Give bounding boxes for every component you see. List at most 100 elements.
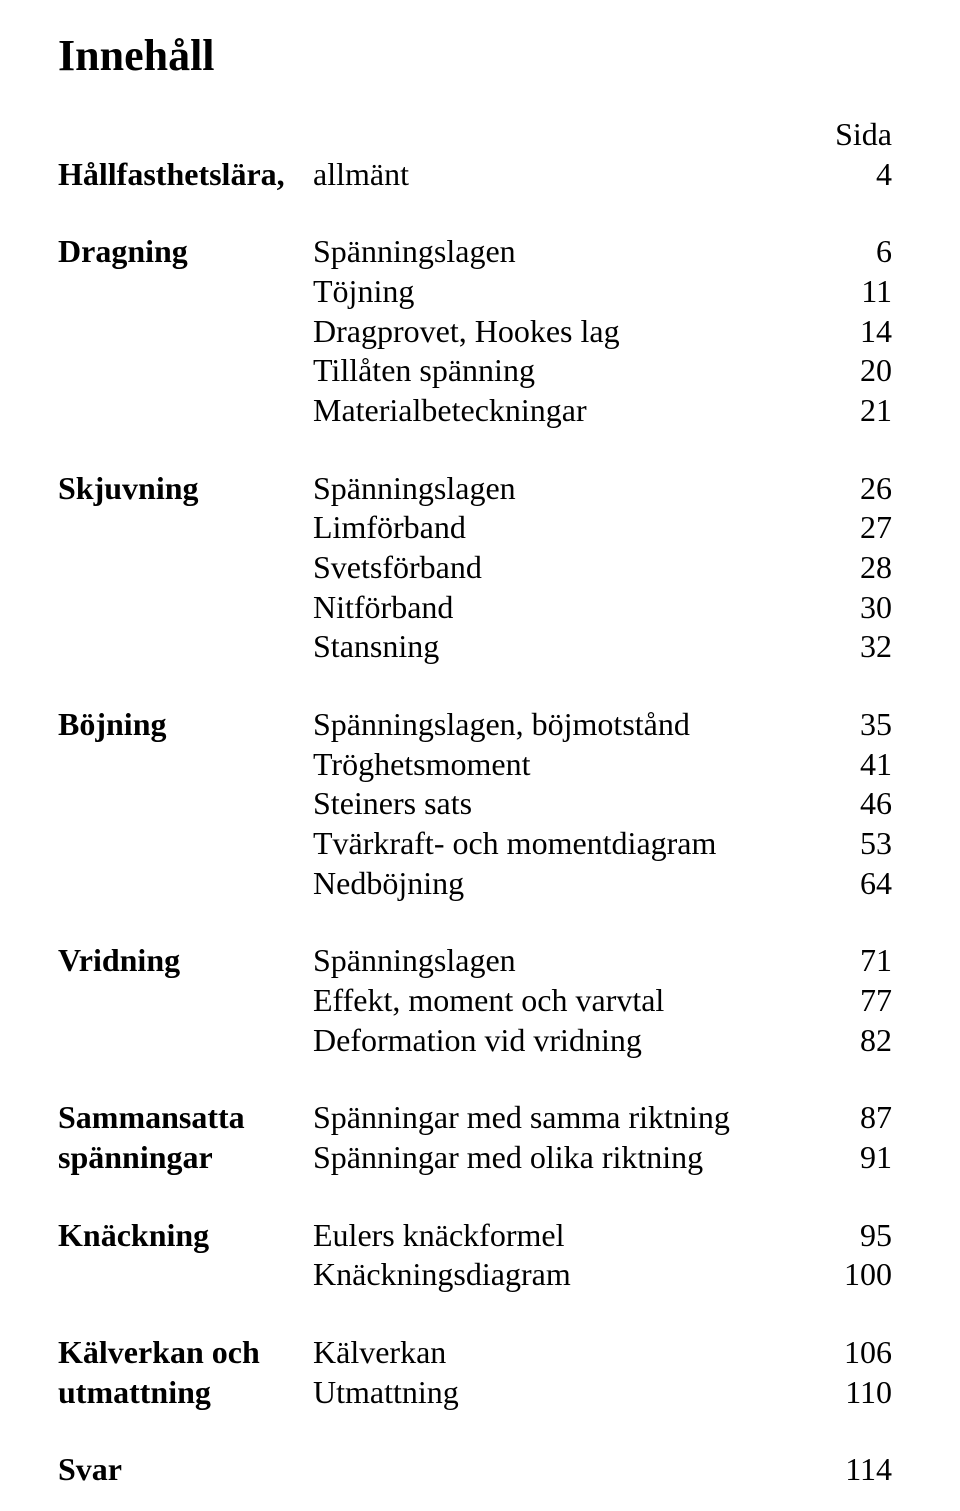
- toc-row: Tvärkraft- och momentdiagram 53: [58, 824, 892, 864]
- toc-row: Kälverkan och Kälverkan 106: [58, 1333, 892, 1373]
- toc-row: Töjning 11: [58, 272, 892, 312]
- topic-label: Spänningslagen: [313, 232, 802, 272]
- page-number: 14: [802, 312, 892, 352]
- page-title: Innehåll: [58, 30, 892, 81]
- spacer: [58, 194, 892, 232]
- toc-row: Effekt, moment och varvtal 77: [58, 981, 892, 1021]
- page-number: 20: [802, 351, 892, 391]
- topic-label: Tröghetsmoment: [313, 745, 802, 785]
- section-suffix: allmänt: [313, 155, 802, 195]
- toc-row: Tröghetsmoment 41: [58, 745, 892, 785]
- section-label: Hållfasthetslära,: [58, 155, 313, 195]
- page-number: 106: [802, 1333, 892, 1373]
- page-number: 28: [802, 548, 892, 588]
- page-number: 6: [802, 232, 892, 272]
- spacer: [58, 1178, 892, 1216]
- topic-label: Svetsförband: [313, 548, 802, 588]
- topic-label: Spänningslagen: [313, 941, 802, 981]
- topic-label: Stansning: [313, 627, 802, 667]
- page-number: 87: [802, 1098, 892, 1138]
- page: Innehåll Sida Hållfasthetslära, allmänt …: [0, 0, 960, 1511]
- toc-row: Knäckning Eulers knäckformel 95: [58, 1216, 892, 1256]
- toc-row: Nitförband 30: [58, 588, 892, 628]
- topic-label: Deformation vid vridning: [313, 1021, 802, 1061]
- topic-label: Limförband: [313, 508, 802, 548]
- section-label: spänningar: [58, 1138, 313, 1178]
- toc-row: Stansning 32: [58, 627, 892, 667]
- page-number: 32: [802, 627, 892, 667]
- topic-label: Spänningslagen, böjmotstånd: [313, 705, 802, 745]
- spacer: [58, 1412, 892, 1450]
- page-number: 46: [802, 784, 892, 824]
- page-number: 11: [802, 272, 892, 312]
- page-number: 53: [802, 824, 892, 864]
- toc-row: Svetsförband 28: [58, 548, 892, 588]
- section-label: Knäckning: [58, 1216, 313, 1256]
- toc-row: Limförband 27: [58, 508, 892, 548]
- page-number: 82: [802, 1021, 892, 1061]
- toc-row: Materialbeteckningar 21: [58, 391, 892, 431]
- page-number: 114: [802, 1450, 892, 1490]
- page-number: 21: [802, 391, 892, 431]
- topic-label: Knäckningsdiagram: [313, 1255, 802, 1295]
- toc-row: Dragning Spänningslagen 6: [58, 232, 892, 272]
- page-number: 64: [802, 864, 892, 904]
- section-label: Dragning: [58, 232, 313, 272]
- topic-label: Tvärkraft- och momentdiagram: [313, 824, 802, 864]
- toc-row: Knäckningsdiagram 100: [58, 1255, 892, 1295]
- section-label: utmattning: [58, 1373, 313, 1413]
- spacer: [58, 1060, 892, 1098]
- page-number: 110: [802, 1373, 892, 1413]
- toc-row: Deformation vid vridning 82: [58, 1021, 892, 1061]
- toc-header-row: Sida: [58, 115, 892, 155]
- spacer: [58, 903, 892, 941]
- section-label: Kälverkan och: [58, 1333, 313, 1373]
- page-number: 71: [802, 941, 892, 981]
- topic-label: Spänningar med olika riktning: [313, 1138, 802, 1178]
- section-label: Sammansatta: [58, 1098, 313, 1138]
- topic-label: Spänningar med samma riktning: [313, 1098, 802, 1138]
- topic-label: Dragprovet, Hookes lag: [313, 312, 802, 352]
- topic-label: Tillåten spänning: [313, 351, 802, 391]
- table-of-contents: Sida Hållfasthetslära, allmänt 4 Dragnin…: [58, 115, 892, 1490]
- page-number: 26: [802, 469, 892, 509]
- toc-row: Dragprovet, Hookes lag 14: [58, 312, 892, 352]
- page-number: 41: [802, 745, 892, 785]
- toc-row: utmattning Utmattning 110: [58, 1373, 892, 1413]
- topic-label: Eulers knäckformel: [313, 1216, 802, 1256]
- spacer: [58, 667, 892, 705]
- toc-row: Nedböjning 64: [58, 864, 892, 904]
- section-label: Skjuvning: [58, 469, 313, 509]
- topic-label: Effekt, moment och varvtal: [313, 981, 802, 1021]
- topic-label: Steiners sats: [313, 784, 802, 824]
- section-label: Svar: [58, 1450, 313, 1490]
- page-number: 35: [802, 705, 892, 745]
- page-number: 95: [802, 1216, 892, 1256]
- toc-row: Steiners sats 46: [58, 784, 892, 824]
- page-number: 27: [802, 508, 892, 548]
- topic-label: Materialbeteckningar: [313, 391, 802, 431]
- topic-label: Kälverkan: [313, 1333, 802, 1373]
- toc-row: spänningar Spänningar med olika riktning…: [58, 1138, 892, 1178]
- topic-label: Töjning: [313, 272, 802, 312]
- toc-row: Vridning Spänningslagen 71: [58, 941, 892, 981]
- topic-label: Spänningslagen: [313, 469, 802, 509]
- spacer: [58, 1295, 892, 1333]
- page-number: 100: [802, 1255, 892, 1295]
- toc-header-page: Sida: [802, 115, 892, 155]
- page-number: 77: [802, 981, 892, 1021]
- toc-row-svar: Svar 114: [58, 1450, 892, 1490]
- toc-row: Sammansatta Spänningar med samma riktnin…: [58, 1098, 892, 1138]
- section-label: Böjning: [58, 705, 313, 745]
- topic-label: Nedböjning: [313, 864, 802, 904]
- page-number: 30: [802, 588, 892, 628]
- page-number: 91: [802, 1138, 892, 1178]
- toc-row-allmant: Hållfasthetslära, allmänt 4: [58, 155, 892, 195]
- spacer: [58, 431, 892, 469]
- toc-row: Böjning Spänningslagen, böjmotstånd 35: [58, 705, 892, 745]
- page-number: 4: [802, 155, 892, 195]
- topic-label: Nitförband: [313, 588, 802, 628]
- topic-label: Utmattning: [313, 1373, 802, 1413]
- toc-row: Skjuvning Spänningslagen 26: [58, 469, 892, 509]
- section-label: Vridning: [58, 941, 313, 981]
